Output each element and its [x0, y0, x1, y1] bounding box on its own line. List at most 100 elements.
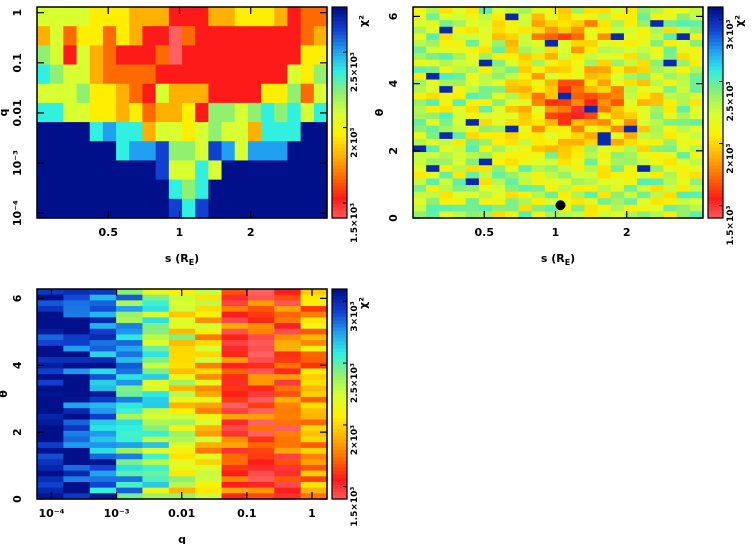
colorbar-segment — [332, 306, 347, 311]
heatmap-cell — [492, 86, 506, 94]
colorbar-segment — [332, 373, 347, 378]
heatmap-cell — [142, 459, 170, 466]
heatmap-cell — [492, 152, 506, 160]
colorbar-segment — [332, 175, 347, 180]
heatmap-cell — [439, 152, 454, 160]
colorbar-segment — [708, 165, 723, 170]
heatmap-cell — [168, 198, 183, 219]
heatmap-cell — [676, 53, 691, 61]
heatmap-cell — [195, 83, 209, 104]
heatmap-cell — [544, 33, 559, 41]
heatmap-cell — [492, 7, 506, 15]
heatmap-cell — [221, 374, 249, 381]
heatmap-cell — [63, 425, 91, 432]
heatmap-cell — [247, 487, 275, 494]
heatmap-cell — [505, 138, 520, 147]
heatmap-cell — [274, 289, 302, 296]
heatmap-cell — [50, 122, 64, 142]
heatmap-cell — [452, 138, 467, 147]
heatmap-cell — [505, 119, 520, 127]
heatmap-cell — [413, 26, 427, 34]
heatmap-cell — [571, 198, 585, 206]
heatmap-cell — [116, 323, 144, 330]
heatmap-cell — [63, 102, 78, 123]
heatmap-cell — [129, 83, 144, 104]
heatmap-cell — [584, 171, 599, 180]
colorbar-tick-label: 2.5×10³ — [350, 52, 360, 92]
heatmap-cell — [155, 26, 170, 46]
heatmap-cell — [571, 125, 585, 133]
heatmap-cell — [465, 152, 480, 160]
heatmap-cell — [313, 122, 328, 142]
heatmap-cell — [116, 436, 144, 443]
heatmap-cell — [623, 66, 638, 74]
heatmap-cell — [676, 165, 691, 173]
colorbar-segment — [708, 196, 723, 202]
heatmap-cell — [452, 59, 467, 67]
heatmap-cell — [300, 289, 328, 296]
heatmap-cell — [142, 402, 170, 409]
colorbar-segment — [708, 94, 723, 100]
heatmap-cell — [195, 470, 223, 477]
heatmap-cell — [492, 198, 506, 206]
heatmap-cell — [221, 385, 249, 392]
heatmap-cell — [287, 83, 302, 104]
heatmap-cell — [300, 487, 328, 494]
heatmap-cell — [426, 20, 440, 28]
heatmap-cell — [426, 39, 440, 48]
heatmap-cell — [50, 179, 64, 200]
heatmap-cell — [531, 138, 546, 147]
heatmap-cell — [300, 476, 328, 483]
colorbar-segment — [332, 450, 347, 455]
heatmap-cell — [518, 211, 533, 219]
heatmap-cell — [274, 317, 302, 324]
heatmap-cell — [544, 26, 559, 34]
heatmap-cell — [597, 152, 612, 160]
heatmap-cell — [168, 357, 196, 364]
heatmap-cell — [221, 430, 249, 438]
heatmap-cell — [663, 125, 678, 133]
heatmap-cell — [168, 470, 196, 477]
heatmap-cell — [300, 7, 315, 27]
heatmap-cell — [221, 328, 249, 336]
heatmap-cell — [597, 145, 612, 153]
heatmap-cell — [584, 99, 599, 107]
heatmap-cell — [610, 7, 625, 15]
heatmap-cell — [584, 204, 599, 212]
heatmap-cell — [650, 185, 665, 193]
heatmap-cell — [544, 46, 559, 54]
y-tick-label: 4 — [11, 361, 24, 369]
heatmap-cell — [518, 92, 533, 100]
heatmap-cell — [63, 357, 91, 364]
colorbar-segment — [332, 28, 347, 33]
heatmap-cell — [676, 33, 691, 41]
heatmap-cell — [637, 119, 651, 127]
heatmap-cell — [247, 328, 275, 336]
heatmap-cell — [426, 191, 440, 199]
heatmap-cell — [413, 59, 427, 67]
heatmap-cell — [195, 402, 223, 409]
heatmap-cell — [413, 119, 427, 127]
heatmap-cell — [168, 396, 196, 404]
heatmap-cell — [426, 119, 440, 127]
heatmap-cell — [426, 171, 440, 180]
heatmap-cell — [637, 112, 651, 120]
heatmap-cell — [676, 145, 691, 153]
heatmap-cell — [623, 185, 638, 193]
heatmap-cell — [195, 396, 223, 404]
x-tick-label: 0.5 — [98, 226, 118, 239]
heatmap-cell — [465, 105, 480, 114]
heatmap-cell — [650, 152, 665, 160]
heatmap-cell — [637, 86, 651, 94]
heatmap-cell — [452, 119, 467, 127]
heatmap-cell — [478, 178, 493, 186]
heatmap-cell — [531, 72, 546, 81]
heatmap-cell — [37, 385, 64, 392]
heatmap-cell — [274, 379, 302, 387]
heatmap-cell — [439, 86, 454, 94]
heatmap-cell — [63, 323, 91, 330]
heatmap-cell — [221, 396, 249, 404]
heatmap-cell — [531, 20, 546, 28]
heatmap-cell — [195, 294, 223, 301]
heatmap-cell — [610, 204, 625, 212]
